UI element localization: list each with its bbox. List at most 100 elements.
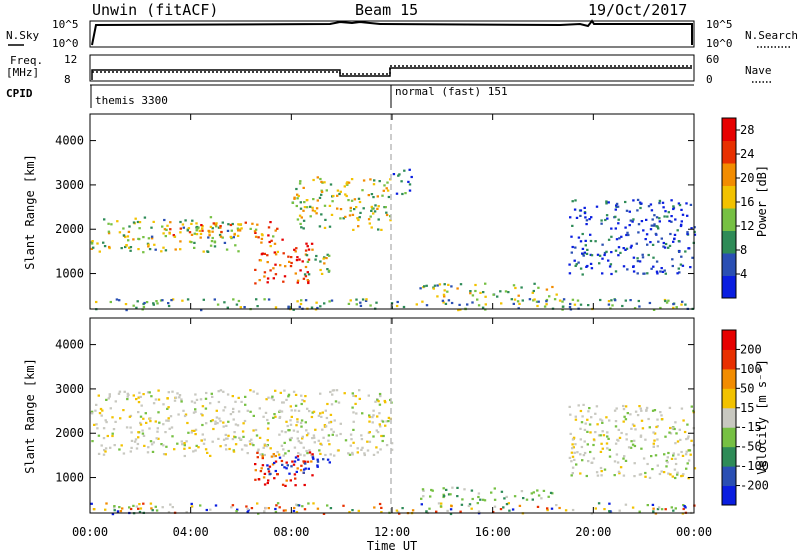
cell-0-444 (471, 294, 475, 297)
cell-1-270 (142, 417, 145, 420)
cell-1-231 (111, 416, 114, 419)
cell-1-791 (670, 457, 674, 460)
cell-1-881 (656, 508, 660, 511)
cbar-swatch-0-4 (722, 185, 736, 209)
cell-1-445 (382, 434, 385, 438)
cell-0-564 (689, 266, 692, 269)
cell-0-117 (98, 250, 101, 253)
cell-1-562 (286, 464, 289, 467)
cell-0-242 (288, 260, 291, 263)
cell-0-327 (315, 212, 318, 215)
cell-1-443 (93, 423, 96, 426)
cell-1-319 (329, 413, 333, 416)
cell-0-21 (90, 241, 94, 244)
cell-0-398 (380, 228, 383, 231)
cell-0-853 (347, 302, 351, 305)
cell-1-441 (348, 453, 352, 456)
cell-1-421 (304, 421, 307, 424)
cell-1-316 (313, 436, 316, 439)
cell-0-479 (632, 199, 635, 202)
cell-0-371 (371, 207, 374, 210)
cell-0-421 (537, 286, 540, 289)
cell-1-928 (267, 507, 270, 510)
cell-1-940 (295, 511, 299, 514)
cell-1-685 (674, 442, 677, 445)
cell-1-69 (280, 410, 284, 413)
cell-1-958 (664, 508, 667, 511)
cell-1-325 (237, 410, 241, 413)
cell-0-361 (345, 182, 348, 185)
cell-0-298 (381, 194, 384, 197)
cell-0-234 (282, 280, 285, 283)
cell-1-248 (308, 410, 311, 413)
cell-0-515 (583, 206, 586, 209)
cell-1-1024 (420, 503, 423, 506)
cell-1-437 (387, 420, 390, 423)
cell-1-946 (395, 509, 399, 512)
cell-0-339 (342, 217, 345, 220)
cell-0-733 (304, 299, 308, 302)
cell-0-490 (568, 272, 572, 275)
cell-1-77 (385, 444, 389, 447)
cell-0-514 (662, 241, 665, 245)
power-cells (90, 168, 697, 312)
cell-1-640 (659, 411, 662, 414)
cell-0-655 (657, 227, 660, 230)
cell-0-536 (652, 265, 655, 268)
cell-1-761 (682, 419, 685, 422)
cell-0-411 (395, 192, 399, 195)
cell-0-492 (609, 263, 613, 266)
cell-1-769 (574, 418, 578, 421)
cell-1-294 (242, 435, 245, 438)
cell-0-756 (561, 308, 564, 311)
cell-0-27 (234, 244, 237, 247)
cell-0-104 (218, 233, 222, 237)
cell-0-708 (125, 309, 128, 312)
cell-0-279 (295, 204, 298, 208)
cell-0-644 (584, 216, 587, 219)
cell-1-729 (577, 404, 580, 407)
cell-1-777 (602, 434, 606, 437)
cell-1-552 (272, 453, 275, 456)
cell-0-436 (551, 285, 554, 289)
velocity-y-label: Slant Range [km] (23, 358, 37, 474)
cell-1-807 (589, 450, 592, 454)
cell-1-1010 (440, 502, 443, 505)
cell-1-641 (571, 472, 574, 475)
cell-1-721 (581, 415, 584, 418)
cell-0-449 (443, 283, 446, 286)
cell-0-94 (186, 229, 189, 232)
cell-1-795 (656, 438, 659, 441)
cell-1-239 (135, 447, 139, 450)
cell-0-519 (662, 206, 665, 209)
freq-label-1: Freq. (10, 54, 43, 67)
cell-1-258 (379, 425, 382, 428)
cell-1-180 (188, 446, 191, 449)
cell-0-203 (273, 251, 276, 254)
cell-1-805 (633, 424, 636, 427)
cell-1-291 (245, 444, 248, 447)
cell-1-838 (668, 431, 671, 434)
cell-0-559 (617, 218, 620, 221)
cell-1-358 (240, 400, 243, 403)
cell-0-634 (581, 247, 585, 250)
cell-0-171 (253, 230, 257, 233)
cell-0-770 (459, 308, 462, 311)
cell-1-1 (297, 409, 301, 412)
cell-0-0 (188, 240, 192, 243)
cell-1-466 (171, 435, 174, 438)
freq-tick-low: 8 (64, 73, 71, 86)
cell-1-1032 (435, 510, 438, 513)
cell-1-112 (195, 444, 198, 447)
cell-1-164 (137, 436, 140, 439)
cell-0-205 (305, 242, 308, 245)
cell-0-682 (676, 229, 679, 232)
cell-0-295 (298, 214, 302, 217)
cell-0-725 (315, 301, 318, 304)
cell-1-532 (296, 455, 300, 458)
cell-1-818 (674, 457, 677, 460)
cell-1-876 (536, 505, 540, 508)
cell-1-739 (680, 450, 683, 454)
cell-1-831 (633, 462, 636, 465)
cell-1-405 (107, 397, 110, 400)
